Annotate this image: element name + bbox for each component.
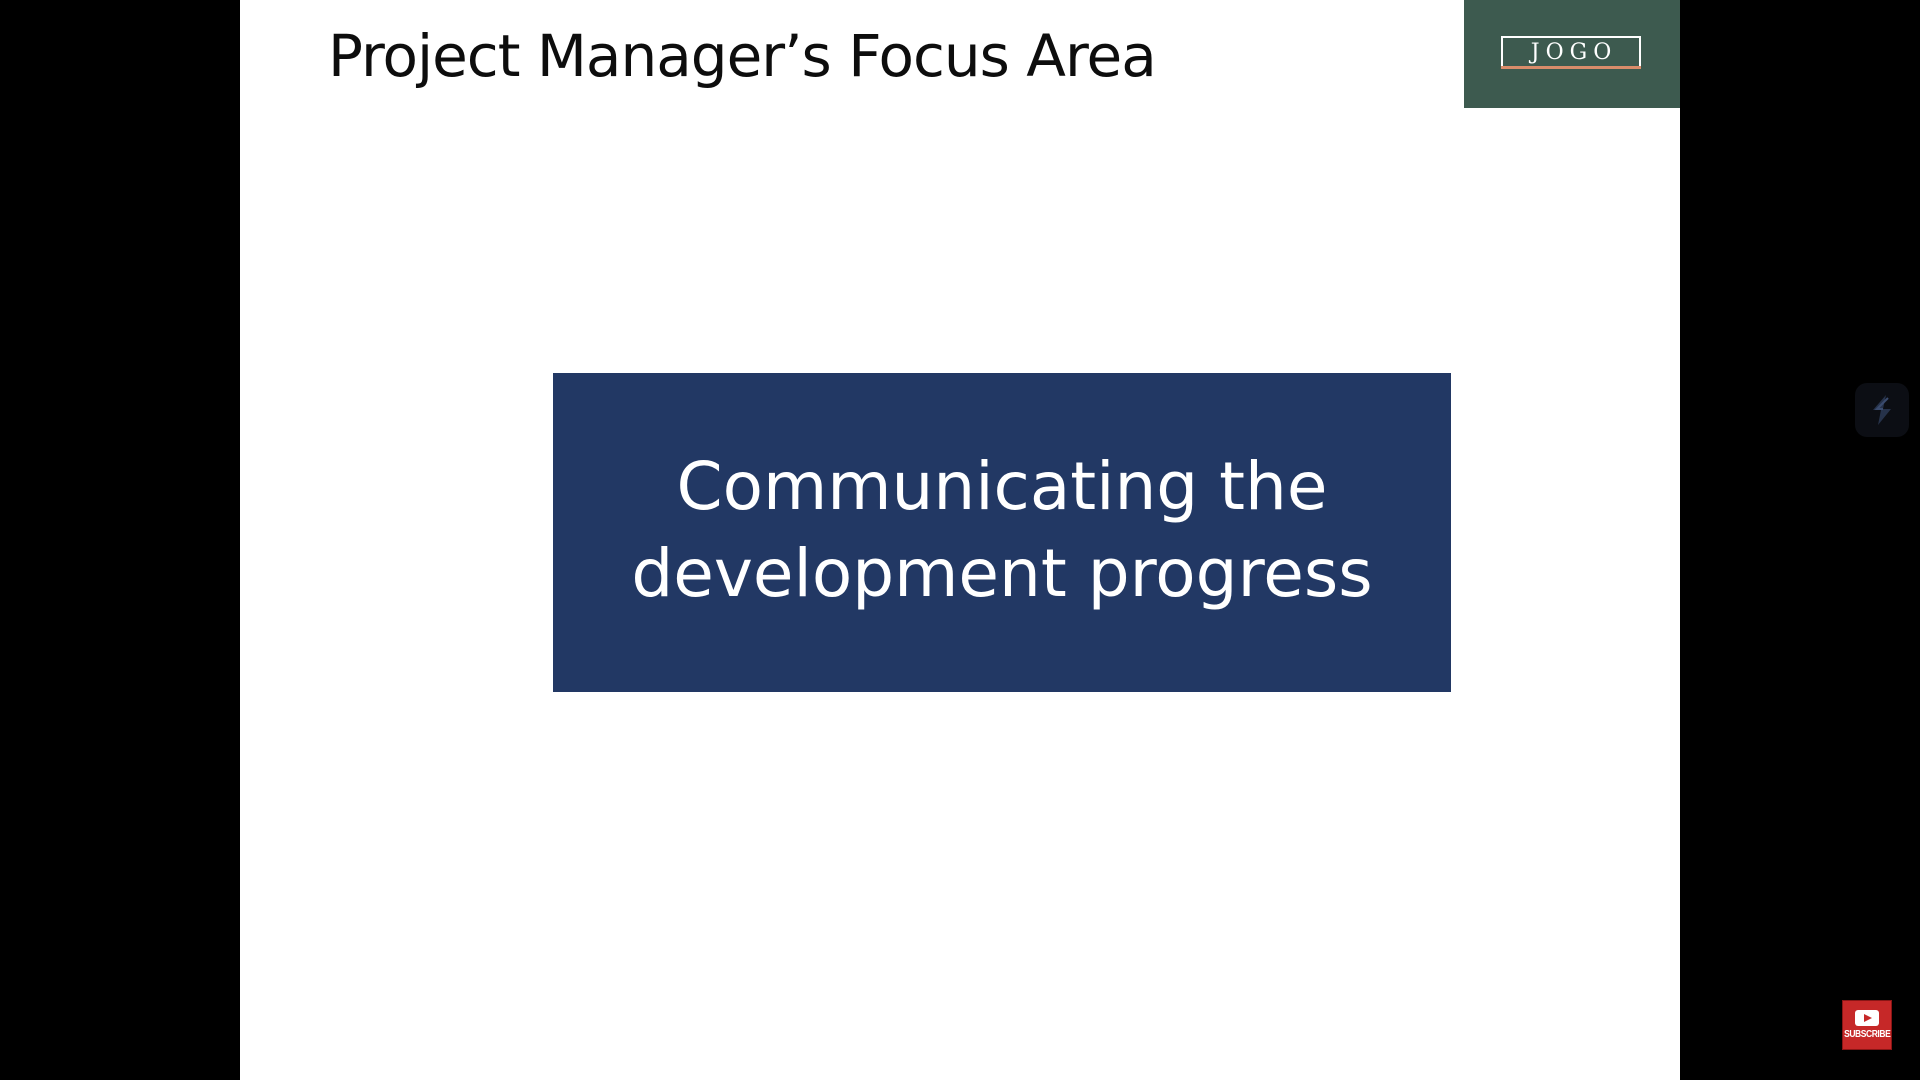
subscribe-label: SUBSCRIBE (1843, 1029, 1891, 1040)
jogo-logo: JOGO (1464, 0, 1680, 108)
slash-logo-svg (1873, 395, 1891, 425)
youtube-play-icon (1855, 1010, 1879, 1026)
presentation-slide: Project Manager’s Focus Area JOGO Commun… (240, 0, 1680, 1080)
logo-frame: JOGO (1501, 36, 1641, 69)
logo-text: JOGO (1530, 40, 1618, 65)
slash-logo-icon[interactable] (1855, 383, 1909, 437)
focus-box: Communicating the development progress (553, 373, 1451, 692)
slide-title: Project Manager’s Focus Area (328, 22, 1157, 90)
focus-text: Communicating the development progress (631, 447, 1373, 612)
subscribe-button[interactable]: SUBSCRIBE (1842, 1000, 1892, 1050)
